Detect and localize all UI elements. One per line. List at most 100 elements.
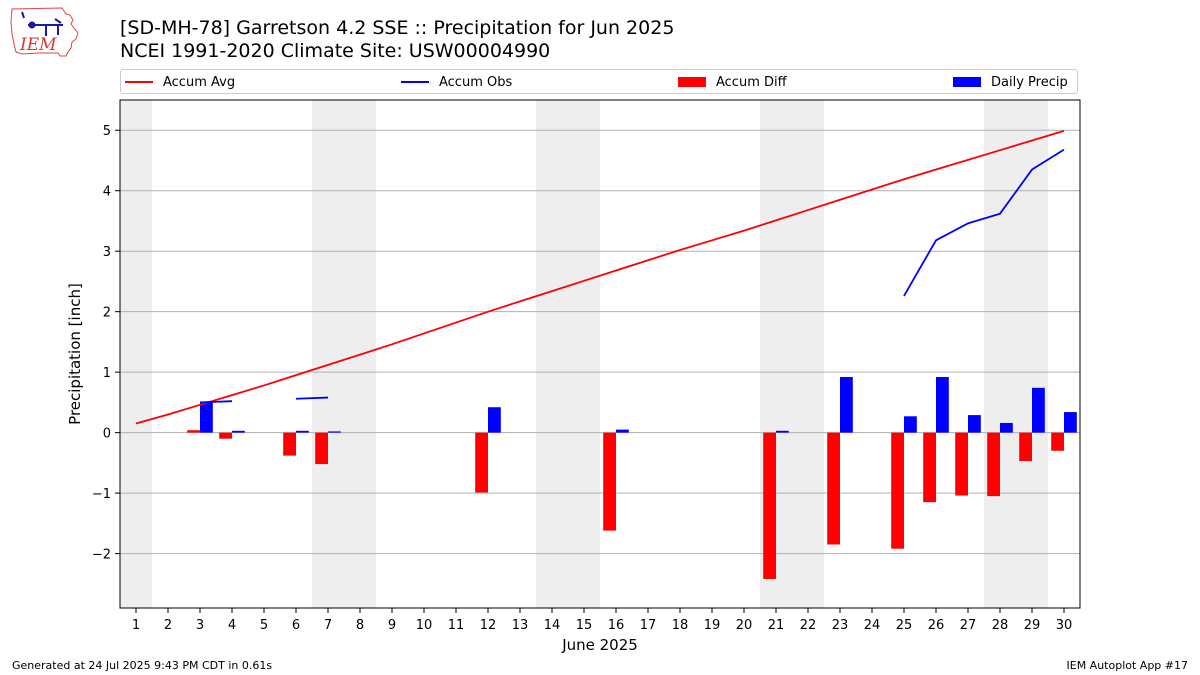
x-tick-label: 23 [832, 618, 849, 633]
daily-precip-bar [968, 415, 981, 433]
x-tick-label: 7 [324, 618, 332, 633]
x-axis-label: June 2025 [561, 636, 638, 654]
weekend-shading [120, 100, 1048, 608]
weather-station-icon [21, 11, 63, 36]
daily-precip-bar [1000, 422, 1013, 433]
accum-diff-bar [603, 432, 616, 531]
weekend-band [312, 100, 344, 608]
y-tick-label: 1 [103, 366, 111, 381]
legend-swatch [953, 77, 981, 87]
y-tick-label: 3 [103, 245, 111, 260]
x-tick-label: 8 [356, 618, 364, 633]
legend-label: Accum Obs [439, 74, 513, 90]
x-tick-label: 26 [928, 618, 945, 633]
daily-precip-bar [936, 376, 949, 433]
daily-precip-bar [296, 430, 309, 433]
x-tick-label: 19 [704, 618, 721, 633]
daily-precip-bar [616, 429, 629, 433]
accum-diff-bar [283, 432, 296, 456]
state-outline-icon [10, 7, 79, 57]
legend-swatch [125, 81, 153, 83]
x-tick-label: 27 [960, 618, 977, 633]
x-tick-label: 18 [672, 618, 689, 633]
bars [187, 376, 1077, 579]
gridlines [120, 129, 1080, 555]
iem-logo: IEM [10, 7, 79, 57]
y-tick-label: 5 [103, 124, 111, 139]
weekend-band [536, 100, 568, 608]
x-tick-label: 3 [196, 618, 204, 633]
daily-precip-bar [232, 430, 245, 433]
accum-diff-bar [923, 432, 936, 503]
x-tick-label: 17 [640, 618, 657, 633]
legend-swatch [401, 81, 429, 83]
weekend-band [792, 100, 824, 608]
legend-label: Accum Avg [163, 74, 236, 90]
accum-diff-bar [475, 432, 488, 493]
x-tick-label: 6 [292, 618, 300, 633]
daily-precip-bar [488, 407, 501, 433]
legend-item-accum-obs: Accum Obs [401, 73, 512, 91]
accum-diff-bar [763, 432, 776, 579]
accum-diff-bar [955, 432, 968, 496]
legend-swatch [678, 77, 706, 87]
accum-obs-line [199, 400, 233, 404]
accum-diff-bar [187, 430, 200, 433]
x-tick-label: 28 [992, 618, 1009, 633]
x-tick-label: 10 [416, 618, 433, 633]
daily-precip-bar [1064, 412, 1077, 433]
x-tick-label: 16 [608, 618, 625, 633]
y-axis-label: Precipitation [inch] [66, 283, 84, 425]
x-tick-label: 14 [544, 618, 561, 633]
x-tick-label: 9 [388, 618, 396, 633]
legend: Accum Avg Accum Obs Accum Diff Daily Pre… [120, 69, 1078, 94]
accum-diff-bar [891, 432, 904, 549]
daily-precip-bar [328, 431, 341, 433]
accum-diff-bar [315, 432, 328, 465]
x-tick-label: 2 [164, 618, 172, 633]
y-tick-label: −2 [92, 548, 111, 563]
daily-precip-bar [904, 416, 917, 433]
daily-precip-bar [200, 402, 213, 433]
weekend-band [120, 100, 152, 608]
x-tick-label: 4 [228, 618, 236, 633]
accum-diff-bar [1019, 432, 1032, 462]
y-tick-label: −1 [92, 487, 111, 502]
accum-diff-bar [987, 432, 1000, 497]
x-tick-label: 20 [736, 618, 753, 633]
chart-subtitle: NCEI 1991-2020 Climate Site: USW00004990 [120, 40, 551, 62]
x-tick-label: 5 [260, 618, 268, 633]
x-tick-label: 24 [864, 618, 881, 633]
legend-item-accum-avg: Accum Avg [125, 73, 235, 91]
daily-precip-bar [840, 376, 853, 433]
daily-precip-bar [776, 430, 789, 433]
x-tick-label: 29 [1024, 618, 1041, 633]
accum-diff-bar [1051, 432, 1064, 451]
weekend-band [984, 100, 1016, 608]
legend-item-daily-precip: Daily Precip [953, 73, 1068, 91]
legend-label: Accum Diff [716, 74, 787, 90]
weekend-band [568, 100, 600, 608]
x-tick-label: 15 [576, 618, 593, 633]
daily-precip-bar [1032, 387, 1045, 433]
y-tick-label: 0 [103, 427, 111, 442]
y-tick-label: 4 [103, 185, 111, 200]
legend-item-accum-diff: Accum Diff [678, 73, 787, 91]
y-tick-label: 2 [103, 306, 111, 321]
app-credit: IEM Autoplot App #17 [1066, 659, 1189, 672]
accum-diff-bar [219, 432, 232, 439]
accum-obs-line [295, 396, 329, 400]
x-tick-label: 21 [768, 618, 785, 633]
x-tick-label: 11 [448, 618, 465, 633]
accum-obs-line [903, 148, 1065, 297]
weekend-band [1016, 100, 1048, 608]
x-tick-label: 12 [480, 618, 497, 633]
generated-timestamp: Generated at 24 Jul 2025 9:43 PM CDT in … [12, 659, 273, 672]
x-tick-label: 1 [132, 618, 140, 633]
logo-text: IEM [19, 35, 57, 55]
x-tick-label: 25 [896, 618, 913, 633]
plot-frame [119, 99, 1081, 609]
accum-avg-line [135, 129, 1065, 425]
